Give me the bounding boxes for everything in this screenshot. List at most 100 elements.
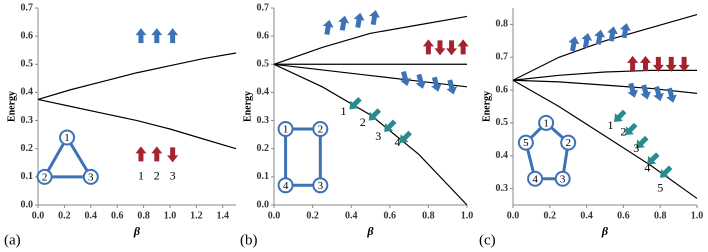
lattice-node (36, 168, 53, 185)
y-tick-label: 0.8 (496, 19, 509, 30)
x-tick-label: 0.8 (422, 210, 435, 221)
x-tick-label: 0.8 (137, 210, 150, 221)
lattice-node (82, 168, 99, 185)
lattice-node (277, 121, 294, 138)
site-label: 3 (633, 141, 639, 155)
spin-arrow (384, 119, 397, 132)
spin-arrow (653, 85, 664, 102)
line (512, 69, 697, 81)
node-label: 2 (565, 137, 571, 149)
node-label: 1 (543, 117, 549, 129)
lattice-node (527, 170, 544, 187)
site-label: 2 (360, 115, 366, 129)
x-tick-label: 0.8 (654, 210, 667, 221)
node-label: 1 (64, 132, 70, 144)
spin-arrow (652, 56, 664, 72)
x-tick-label: 0.4 (85, 210, 98, 221)
x-tick-label: 0.4 (345, 210, 358, 221)
spin-arrow (422, 39, 434, 55)
x-tick-label: 0.2 (544, 210, 557, 221)
y-tick-label: 0.4 (496, 150, 509, 161)
node-label: 3 (88, 171, 94, 183)
panel-label: (b) (240, 232, 258, 248)
y-axis-label: Energy (242, 91, 253, 122)
y-tick-label: 0.7 (496, 52, 509, 63)
x-tick-label: 1.2 (190, 210, 203, 221)
spin-arrow (399, 130, 412, 144)
y-tick-label: 0.1 (257, 171, 270, 182)
lattice-node (312, 121, 329, 138)
site-label: 3 (375, 129, 381, 143)
line (37, 98, 237, 150)
x-axis-label: β (133, 224, 141, 238)
spin-arrow (678, 56, 690, 72)
spin-arrow (135, 28, 147, 44)
site-label: 4 (644, 161, 650, 175)
spin-arrow (338, 15, 350, 31)
spin-arrow (431, 76, 442, 92)
spin-arrow (167, 28, 179, 44)
y-tick-label: 0.1 (21, 171, 34, 182)
lattice-node (517, 134, 534, 151)
x-tick-label: 1.0 (164, 210, 177, 221)
spin-arrow (666, 87, 677, 103)
line (37, 52, 237, 101)
y-tick-label: 0.7 (21, 2, 34, 13)
site-label: 2 (620, 125, 626, 139)
lattice-node (538, 114, 555, 131)
line (512, 13, 698, 81)
x-tick-label: 0.6 (384, 210, 397, 221)
line (273, 15, 468, 65)
node-label: 1 (283, 124, 289, 136)
spin-arrow (457, 39, 469, 55)
node-label: 3 (560, 173, 566, 185)
node-label: 5 (523, 137, 529, 149)
x-tick-label: 0.2 (58, 210, 71, 221)
y-tick-label: 0.6 (21, 30, 34, 41)
site-label: 1 (138, 169, 144, 183)
lattice-node (312, 177, 329, 194)
lattice-node (560, 134, 577, 151)
x-tick-label: 0.2 (306, 210, 319, 221)
x-tick-label: 0.0 (32, 210, 45, 221)
spin-arrow (135, 146, 147, 162)
spin-arrow (636, 135, 649, 149)
spin-arrow (581, 32, 593, 49)
panel-label: (a) (4, 232, 21, 248)
y-tick-label: 0.5 (496, 117, 509, 128)
spin-arrow (660, 165, 673, 178)
spin-arrow (369, 9, 380, 26)
lattice-node (554, 170, 571, 187)
spin-arrow (640, 84, 652, 100)
y-tick-label: 0.7 (257, 2, 270, 13)
site-label: 1 (608, 118, 614, 132)
spin-arrow (353, 12, 365, 28)
spin-arrow (368, 108, 382, 121)
spin-arrow (415, 73, 427, 89)
y-axis-label: Energy (6, 91, 17, 122)
spin-arrow (568, 36, 580, 52)
site-label: 3 (170, 169, 176, 183)
spin-arrow (400, 70, 411, 87)
panel-label: (c) (479, 232, 496, 248)
x-tick-label: 1.4 (217, 210, 230, 221)
x-tick-label: 0.0 (507, 210, 520, 221)
node-label: 4 (532, 173, 538, 185)
site-label: 4 (395, 135, 401, 149)
y-tick-label: 0.4 (21, 87, 34, 98)
site-label: 5 (657, 180, 663, 194)
y-tick-label: 0.4 (257, 87, 270, 98)
lattice-node (59, 129, 76, 146)
lattice-edges (42, 134, 94, 179)
spin-arrow (349, 96, 362, 110)
spin-arrow (151, 146, 163, 162)
spin-arrow (446, 40, 458, 56)
y-tick-label: 0.3 (21, 115, 34, 126)
y-axis-label: Energy (481, 91, 492, 122)
line (512, 79, 698, 94)
spin-arrow (614, 109, 627, 123)
site-label: 1 (340, 104, 346, 118)
y-tick-label: 0.3 (257, 115, 270, 126)
spin-arrow (627, 55, 639, 71)
